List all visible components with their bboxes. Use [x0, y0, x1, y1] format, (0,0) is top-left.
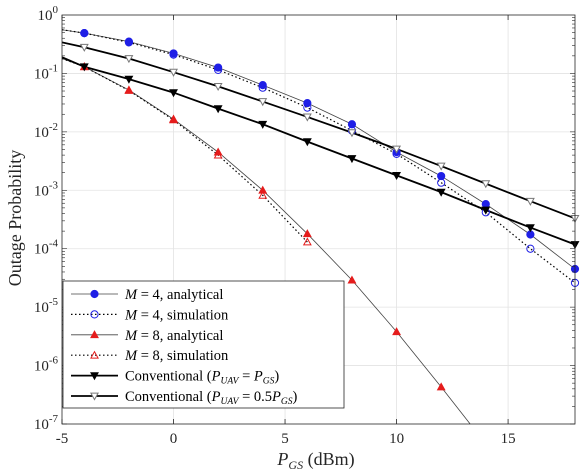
data-point [302, 229, 312, 238]
data-point [258, 98, 268, 107]
data-point [347, 155, 357, 164]
data-point [258, 120, 268, 129]
x-tick-labels: -5 0 5 10 15 [56, 431, 516, 447]
x-tick-label: -5 [56, 431, 69, 447]
data-point [79, 43, 89, 52]
data-point [258, 83, 267, 92]
legend-marker [90, 392, 99, 401]
data-point [214, 65, 223, 74]
legend-label: M = 4, analytical [124, 287, 223, 303]
data-point [213, 83, 223, 92]
x-tick-label: 10 [389, 431, 404, 447]
data-point [213, 105, 223, 114]
legend-label: M = 4, simulation [124, 307, 229, 323]
data-point [525, 224, 535, 233]
data-point [436, 382, 446, 391]
data-point [124, 85, 134, 94]
y-tick-label: 100 [38, 4, 59, 24]
data-point [436, 188, 446, 197]
legend-marker [90, 372, 99, 381]
data-point [79, 63, 89, 72]
data-point [303, 103, 312, 112]
axes-box [61, 14, 576, 425]
legend-box [62, 280, 345, 409]
data-point [169, 115, 178, 124]
y-tick-label: 10-4 [34, 238, 59, 258]
y-tick-label: 10-3 [34, 179, 59, 199]
legend-marker [90, 350, 99, 359]
data-point [392, 145, 402, 154]
data-point [302, 113, 312, 122]
data-point [169, 89, 178, 98]
data-point [214, 63, 223, 72]
data-point [437, 171, 446, 181]
data-point [392, 171, 402, 181]
data-point [481, 180, 491, 189]
data-point [303, 99, 312, 108]
legend-label: M = 8, analytical [124, 328, 223, 344]
data-point [392, 327, 402, 336]
data-point [436, 162, 446, 171]
data-point [347, 129, 357, 138]
y-tick-label: 10-7 [34, 413, 59, 433]
data-point [347, 275, 357, 284]
data-point [169, 68, 178, 77]
legend-marker [90, 310, 99, 319]
data-point [169, 50, 178, 59]
data-point [258, 190, 268, 199]
legend: M = 4, analytical M = 4, simulation M = 8,… [62, 280, 345, 409]
legend-label: Conventional (PUAV = 0.5PGS) [125, 389, 298, 407]
x-axis-label: PGS (dBm) [276, 449, 354, 472]
y-tick-labels: 10-7 10-6 10-5 10-4 10-3 10-2 10-1 100 [34, 4, 59, 433]
data-point [258, 81, 267, 90]
data-point [526, 244, 535, 253]
legend-label: Conventional (PUAV = PGS) [125, 369, 279, 387]
series-line-4 [62, 57, 308, 243]
data-point [481, 206, 491, 215]
y-tick-label: 10-2 [34, 121, 58, 141]
y-axis-label: Outage Probability [5, 150, 25, 286]
data-point [437, 178, 446, 187]
data-point [124, 75, 134, 84]
x-tick-label: 0 [170, 431, 178, 447]
data-point [124, 55, 134, 64]
x-tick-label: 5 [281, 431, 289, 447]
x-tick-label: 15 [501, 431, 516, 447]
legend-label: M = 8, simulation [124, 348, 229, 364]
legend-marker [90, 289, 99, 299]
y-tick-label: 10-1 [34, 62, 58, 82]
data-point [347, 120, 357, 129]
data-point [258, 185, 268, 194]
data-point [80, 29, 89, 38]
data-point [525, 197, 535, 206]
legend-marker [90, 330, 99, 339]
y-tick-label: 10-5 [34, 296, 59, 316]
data-point [124, 38, 134, 47]
data-point [213, 150, 223, 159]
y-tick-label: 10-6 [34, 355, 59, 375]
data-point [302, 138, 312, 147]
data-point [302, 237, 312, 246]
